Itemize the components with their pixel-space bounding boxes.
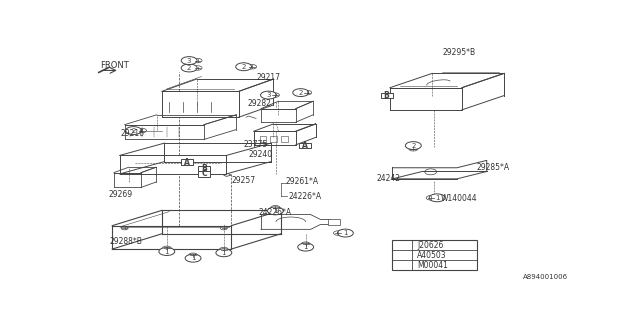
Text: 29285*A: 29285*A [477,163,510,172]
Text: C: C [201,169,207,179]
Bar [392,240,477,270]
Bar [260,136,266,142]
Circle shape [236,63,252,71]
Text: 2: 2 [131,128,136,133]
Circle shape [429,194,445,202]
Text: A: A [184,157,189,167]
Bar [198,171,210,177]
Text: 29240: 29240 [249,150,273,159]
Text: A40503: A40503 [417,251,447,260]
Text: 2: 2 [298,90,303,96]
Bar [381,93,392,98]
Text: 3: 3 [400,262,404,268]
Text: 1: 1 [435,195,440,201]
Text: B: B [201,164,207,173]
Text: 29257: 29257 [231,176,255,185]
Text: M00041: M00041 [417,260,448,269]
Circle shape [268,207,284,215]
Bar [271,136,277,142]
Text: 1: 1 [343,230,348,236]
Circle shape [181,64,197,72]
Bar [328,219,340,225]
Text: 1: 1 [273,208,278,214]
Text: FRONT: FRONT [100,61,129,70]
Text: 1: 1 [221,250,226,256]
Text: 2: 2 [187,65,191,71]
Text: 29295*B: 29295*B [442,48,476,57]
Bar [198,166,210,171]
Circle shape [396,242,410,249]
Text: 24226*A: 24226*A [259,208,292,217]
Text: 23775: 23775 [244,140,268,149]
Text: W140044: W140044 [441,194,477,203]
Text: 2: 2 [241,64,246,70]
Text: 29282: 29282 [248,99,271,108]
Circle shape [405,142,421,149]
Text: A: A [302,141,308,150]
Text: 1: 1 [400,242,404,248]
Text: B: B [383,91,389,100]
Circle shape [185,254,201,262]
Text: 1: 1 [303,244,308,250]
Circle shape [260,91,276,99]
Text: 24242: 24242 [376,174,401,183]
Text: 2: 2 [411,143,415,148]
Text: A894001006: A894001006 [524,274,568,280]
Text: 29269: 29269 [109,190,133,199]
Text: 3: 3 [187,58,191,64]
Circle shape [292,89,308,97]
Text: 1: 1 [191,255,195,261]
Circle shape [216,249,232,257]
Text: 29288*B: 29288*B [110,237,143,246]
Bar [299,143,311,148]
Text: J20626: J20626 [417,241,444,250]
Circle shape [396,252,410,259]
Bar [180,159,193,165]
Circle shape [159,248,175,255]
Text: 3: 3 [266,92,271,98]
Text: 2: 2 [400,252,404,258]
Text: 24226*A: 24226*A [288,192,321,201]
Bar [282,136,288,142]
Circle shape [337,229,353,237]
Text: 29216: 29216 [121,129,145,138]
Circle shape [298,243,314,251]
Circle shape [181,57,197,65]
Text: 29261*A: 29261*A [286,177,319,186]
Text: 1: 1 [164,249,169,254]
Circle shape [396,262,410,268]
Circle shape [125,127,141,134]
Text: 29217: 29217 [256,73,280,82]
